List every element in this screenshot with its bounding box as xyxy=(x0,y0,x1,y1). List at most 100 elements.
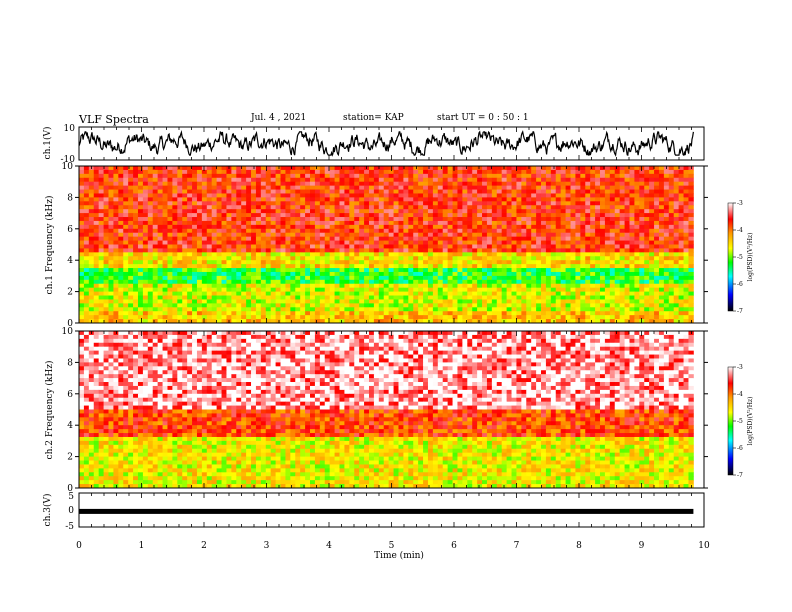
spectrogram-cell xyxy=(472,291,478,296)
spectrogram-cell xyxy=(142,240,149,245)
spectrogram-cell xyxy=(319,240,326,245)
spectrogram-cell xyxy=(231,201,237,206)
spectrogram-cell xyxy=(329,315,335,320)
spectrogram-cell xyxy=(246,295,252,300)
spectrogram-cell xyxy=(580,291,586,296)
spectrogram-cell xyxy=(246,311,252,316)
spectrogram-cell xyxy=(575,173,581,179)
spectrogram-cell xyxy=(354,252,360,257)
spectrogram-cell xyxy=(368,213,375,218)
spectrogram-cell xyxy=(103,228,109,234)
spectrogram-cell xyxy=(177,201,183,206)
spectrogram-cell xyxy=(157,173,163,179)
spectrogram-cell xyxy=(221,264,227,269)
spectrogram-cell xyxy=(300,220,306,226)
spectrogram-cell xyxy=(226,169,232,175)
spectrogram-cell xyxy=(334,205,340,210)
spectrogram-cell xyxy=(108,315,114,320)
spectrogram-cell xyxy=(516,224,522,230)
spectrogram-cell xyxy=(658,264,665,269)
spectrogram-cell xyxy=(477,220,483,226)
spectrogram-cell xyxy=(201,283,208,289)
spectrogram-cell xyxy=(310,283,316,289)
spectrogram-cell xyxy=(280,264,286,269)
spectrogram-cell xyxy=(580,244,586,249)
spectrogram-cell xyxy=(398,248,404,253)
spectrogram-cell xyxy=(639,248,645,253)
spectrogram-cell xyxy=(187,169,193,175)
spectrogram-cell xyxy=(604,177,611,183)
spectrogram-cell xyxy=(457,271,463,277)
spectrogram-cell xyxy=(241,268,247,273)
spectrogram-cell xyxy=(442,205,449,210)
spectrogram-cell xyxy=(334,260,340,265)
spectrogram-cell xyxy=(236,264,242,269)
spectrogram-cell xyxy=(565,283,571,289)
spectrogram-cell xyxy=(206,193,213,198)
spectrogram-cell xyxy=(241,303,247,308)
spectrogram-cell xyxy=(447,220,453,226)
spectrogram-cell xyxy=(634,173,640,179)
spectrogram-cell xyxy=(398,271,404,277)
spectrogram-cell xyxy=(457,303,463,308)
spectrogram-cell xyxy=(196,303,203,308)
spectrogram-cell xyxy=(290,319,296,324)
spectrogram-cell xyxy=(496,271,503,277)
spectrogram-cell xyxy=(310,315,316,320)
spectrogram-cell xyxy=(393,232,399,238)
spectrogram-cell xyxy=(644,260,650,265)
spectrogram-cell xyxy=(654,213,660,218)
spectrogram-cell xyxy=(609,283,616,289)
spectrogram-cell xyxy=(118,307,124,312)
spectrogram-cell xyxy=(649,177,655,183)
spectrogram-cell xyxy=(98,303,104,308)
spectrogram-cell xyxy=(521,307,527,312)
spectrogram-cell xyxy=(688,279,694,285)
spectrogram-cell xyxy=(531,256,537,261)
spectrogram-cell xyxy=(152,166,159,171)
spectrogram-cell xyxy=(236,248,242,253)
spectrogram-cell xyxy=(231,256,237,261)
spectrogram-cell xyxy=(285,173,291,179)
spectrogram-cell xyxy=(536,224,542,230)
spectrogram-cell xyxy=(624,213,630,218)
spectrogram-cell xyxy=(113,213,119,218)
spectrogram-cell xyxy=(477,240,483,245)
spectrogram-cell xyxy=(206,256,213,261)
spectrogram-cell xyxy=(152,205,159,210)
spectrogram-cell xyxy=(201,181,208,187)
spectrogram-cell xyxy=(501,291,508,296)
spectrogram-cell xyxy=(590,283,596,289)
spectrogram-cell xyxy=(201,224,208,230)
spectrogram-cell xyxy=(241,240,247,245)
spectrogram-cell xyxy=(536,228,542,234)
spectrogram-cell xyxy=(545,295,552,300)
spectrogram-cell xyxy=(575,279,581,285)
spectrogram-cell xyxy=(192,319,198,324)
spectrogram-cell xyxy=(418,240,424,245)
spectrogram-cell xyxy=(123,205,129,210)
spectrogram-cell xyxy=(506,244,512,249)
spectrogram-cell xyxy=(570,224,576,230)
spectrogram-cell xyxy=(334,236,340,241)
spectrogram-cell xyxy=(300,299,306,304)
spectrogram-cell xyxy=(486,220,493,226)
spectrogram-cell xyxy=(595,173,601,179)
spectrogram-cell xyxy=(172,244,178,249)
spectrogram-cell xyxy=(398,268,404,273)
spectrogram-cell xyxy=(634,201,640,206)
spectrogram-cell xyxy=(491,295,498,300)
spectrogram-cell xyxy=(683,169,689,175)
spectrogram-cell xyxy=(226,181,232,187)
spectrogram-cell xyxy=(545,279,552,285)
spectrogram-cell xyxy=(324,217,331,222)
spectrogram-cell xyxy=(496,268,503,273)
spectrogram-cell xyxy=(467,287,473,293)
spectrogram-cell xyxy=(177,268,183,273)
spectrogram-cell xyxy=(123,240,129,245)
spectrogram-cell xyxy=(364,240,370,245)
spectrogram-cell xyxy=(300,303,306,308)
spectrogram-cell xyxy=(595,287,601,293)
spectrogram-cell xyxy=(472,307,478,312)
spectrogram-cell xyxy=(580,169,586,175)
